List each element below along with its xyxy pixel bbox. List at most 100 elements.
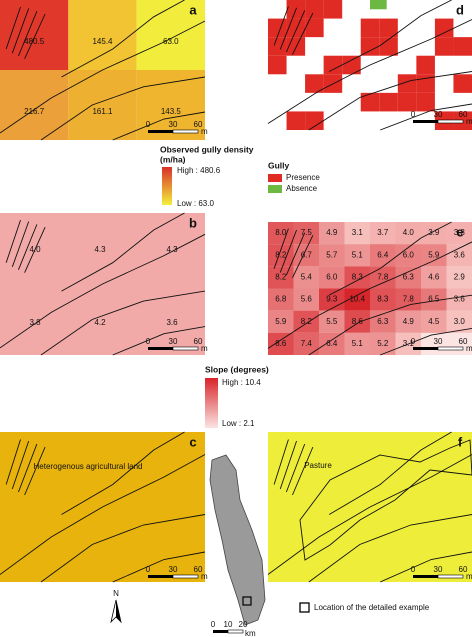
slope-value: 4.9 <box>403 317 415 326</box>
scale-bar <box>172 574 199 579</box>
scale-unit: m <box>466 344 472 353</box>
slope-cell <box>370 244 396 267</box>
slope-cell <box>268 310 294 333</box>
scale-label: 60 <box>194 120 203 129</box>
gully-presence-cell <box>379 18 398 38</box>
gully-line <box>285 10 306 53</box>
cell-value: 161.1 <box>92 107 113 116</box>
gully-line <box>24 227 46 273</box>
scale-bar <box>437 119 464 124</box>
gully-line <box>380 103 472 131</box>
gully-line <box>61 431 185 515</box>
gully-presence-cell <box>397 74 417 93</box>
density-cell <box>68 70 137 140</box>
gully-presence-cell <box>453 74 472 93</box>
slope-cell <box>268 222 294 245</box>
legend-low: Low : 63.0 <box>177 199 214 208</box>
scale-label: 30 <box>434 110 443 119</box>
catchment <box>209 454 266 626</box>
slope-cell <box>319 244 345 267</box>
gully-presence-cell <box>286 18 306 38</box>
slope-value: 9.3 <box>326 295 338 304</box>
slope-value: 7.4 <box>301 339 313 348</box>
gully-line <box>285 232 306 276</box>
panel-letter: f <box>458 434 463 449</box>
scale-unit: m <box>466 117 472 126</box>
gully-line <box>273 228 289 269</box>
gully-presence-cell <box>323 0 343 19</box>
slope-cell <box>319 310 345 333</box>
gully-presence-cell <box>268 55 287 75</box>
legend-high: High : 10.4 <box>222 378 261 387</box>
slope-value: 4.2 <box>94 318 106 327</box>
panel-letter: a <box>189 2 197 17</box>
gully-presence-cell <box>323 55 343 75</box>
color-ramp <box>205 378 218 428</box>
slope-cell <box>293 266 319 289</box>
gully-presence-cell <box>360 18 380 38</box>
scale-label: 0 <box>411 565 416 574</box>
scale-label: 0 <box>411 337 416 346</box>
slope-cell <box>370 288 396 311</box>
gully-line <box>292 235 314 279</box>
scale-label: 20 <box>239 620 248 629</box>
gully-line <box>112 111 206 141</box>
slope-value: 8.0 <box>275 228 287 237</box>
cell-value: 480.5 <box>24 37 45 46</box>
slope-cell <box>395 244 421 267</box>
gully-line <box>5 6 21 50</box>
gully-line <box>380 327 472 356</box>
scale-bar <box>148 130 173 133</box>
slope-cell <box>344 222 370 245</box>
gully-line <box>285 443 306 493</box>
cell-value: 145.4 <box>92 37 113 46</box>
scale-label: 30 <box>169 120 178 129</box>
scale-bar <box>213 630 228 633</box>
slope-value: 4.3 <box>94 245 106 254</box>
slope-value: 5.5 <box>326 317 338 326</box>
scale-unit: m <box>201 572 208 581</box>
legend-title: Slope (degrees) <box>205 364 269 374</box>
panel-letter: d <box>456 2 464 17</box>
gully-presence-cell <box>342 55 361 75</box>
scale-bar <box>413 120 438 123</box>
slope-cell <box>395 266 421 289</box>
gully-presence-cell <box>379 37 398 56</box>
gully-line <box>308 514 472 583</box>
gully-line <box>112 551 206 583</box>
gully-line <box>18 443 38 493</box>
gully-line <box>308 71 472 131</box>
gully-line <box>273 6 289 46</box>
slope-cell <box>395 288 421 311</box>
slope-cell <box>421 244 447 267</box>
legend-title: (m/ha) <box>160 154 186 164</box>
slope-cell <box>446 244 472 267</box>
slope-value: 4.0 <box>29 245 41 254</box>
gully-line <box>328 0 452 72</box>
gully-presence-cell <box>268 18 287 38</box>
scale-label: 0 <box>211 620 216 629</box>
slope-cell <box>370 332 396 355</box>
gully-line <box>273 439 289 485</box>
scale-label: 60 <box>459 110 468 119</box>
pasture-outline <box>299 439 472 561</box>
scale-label: 0 <box>146 120 151 129</box>
slope-value: 5.9 <box>428 250 440 259</box>
slope-value: 3.7 <box>377 228 389 237</box>
slope-cell <box>421 288 447 311</box>
scale-bar <box>148 575 173 578</box>
gully-presence-cell <box>416 92 435 112</box>
scale-unit: km <box>245 629 256 637</box>
slope-cell <box>344 288 370 311</box>
slope-value: 3.6 <box>454 295 466 304</box>
scale-label: 60 <box>194 565 203 574</box>
slope-cell <box>293 244 319 267</box>
slope-cell <box>370 266 396 289</box>
gully-line <box>0 454 206 575</box>
gully-line <box>24 446 46 496</box>
slope-value: 8.2 <box>301 317 313 326</box>
legend-high: High : 480.6 <box>177 166 221 175</box>
slope-value: 3.1 <box>403 339 415 348</box>
scale-label: 0 <box>146 337 151 346</box>
slope-value: 7.5 <box>301 228 313 237</box>
